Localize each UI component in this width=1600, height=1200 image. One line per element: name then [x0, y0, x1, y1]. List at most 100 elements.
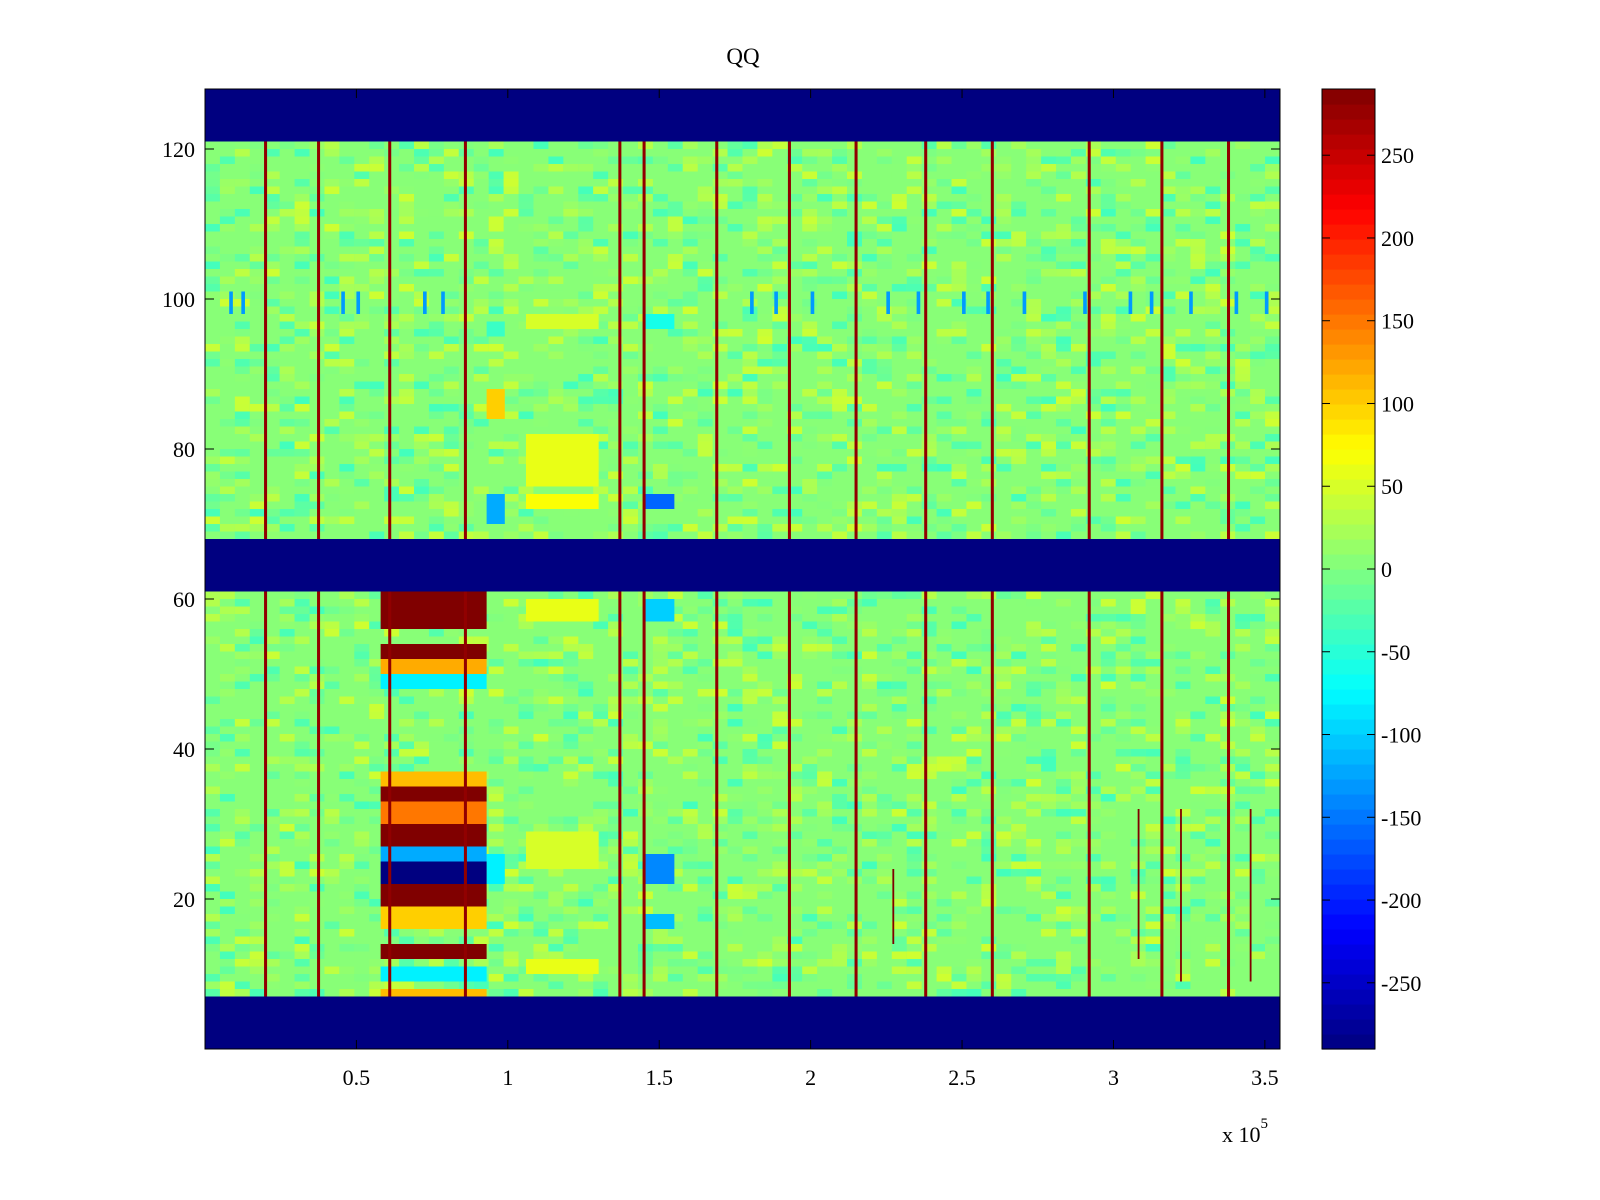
heatmap-cell: [1265, 224, 1280, 232]
heatmap-cell: [1115, 321, 1131, 329]
heatmap-cell: [996, 786, 1012, 794]
heatmap-cell: [1085, 614, 1101, 622]
heatmap-cell: [1056, 809, 1071, 817]
heatmap-cell: [1175, 914, 1191, 922]
heatmap-cell: [1205, 381, 1221, 389]
heatmap-cell: [1056, 306, 1071, 314]
heatmap-cell: [249, 314, 265, 322]
heatmap-cell: [697, 389, 713, 397]
heatmap-cell: [787, 516, 803, 524]
colorbar-segment: [1322, 839, 1375, 855]
heatmap-cell: [921, 944, 937, 952]
heatmap-cell: [727, 704, 743, 712]
heatmap-cell: [488, 756, 504, 764]
heatmap-cell: [1070, 929, 1086, 937]
colorbar-tick-label: 50: [1381, 474, 1403, 499]
heatmap-cell: [891, 224, 907, 232]
heatmap-cell: [996, 636, 1012, 644]
heatmap-cell: [1175, 666, 1191, 674]
heatmap-cell: [1100, 966, 1116, 974]
heatmap-cell: [1205, 786, 1221, 794]
heatmap-cell: [219, 254, 235, 262]
heatmap-cell: [1026, 809, 1042, 817]
heatmap-cell: [861, 801, 877, 809]
heatmap-cell: [369, 689, 385, 697]
heatmap-cell: [593, 441, 609, 449]
heatmap-cell: [787, 314, 803, 322]
heatmap-cell: [1190, 441, 1206, 449]
heatmap-cell: [1205, 284, 1221, 292]
heatmap-cell: [891, 951, 907, 959]
heatmap-cell: [205, 786, 220, 794]
heatmap-cell: [802, 779, 818, 787]
heatmap-cell: [951, 524, 967, 532]
heatmap-cell: [205, 501, 220, 509]
heatmap-cell: [1056, 171, 1071, 179]
heatmap-cell: [1190, 711, 1206, 719]
heatmap-cell: [473, 636, 489, 644]
heatmap-cell: [608, 824, 624, 832]
heatmap-cell: [787, 884, 803, 892]
heatmap-cell: [787, 936, 803, 944]
heatmap-cell: [369, 531, 385, 539]
heatmap-cell: [563, 914, 579, 922]
heatmap-cell: [652, 726, 668, 734]
heatmap-cell: [891, 899, 907, 907]
colorbar-segment: [1322, 794, 1375, 810]
heatmap-cell: [742, 749, 758, 757]
heatmap-cell: [966, 501, 982, 509]
heatmap-cell: [1175, 944, 1191, 952]
heatmap-cell: [503, 179, 519, 187]
heatmap-cell: [309, 186, 325, 194]
heatmap-cell: [264, 216, 280, 224]
heatmap-cell: [1265, 419, 1280, 427]
heatmap-cell: [354, 599, 370, 607]
heatmap-cell: [354, 179, 370, 187]
y-tick-label: 40: [173, 737, 195, 762]
heatmap-cell: [414, 156, 429, 164]
heatmap-cell: [1026, 599, 1042, 607]
heatmap-cell: [936, 419, 952, 427]
heatmap-cell: [817, 959, 833, 967]
heatmap-cell: [1011, 321, 1027, 329]
heatmap-cell: [384, 329, 400, 337]
heatmap-cell: [1190, 239, 1206, 247]
heatmap-cell: [1085, 846, 1101, 854]
heatmap-cell: [1070, 771, 1086, 779]
heatmap-cell: [996, 951, 1012, 959]
heatmap-cell: [966, 261, 982, 269]
heatmap-cell: [249, 434, 265, 442]
heatmap-cell: [548, 936, 564, 944]
heatmap-cell: [324, 329, 340, 337]
heatmap-cell: [1250, 711, 1266, 719]
heatmap-cell: [951, 749, 967, 757]
heatmap-cell: [832, 531, 848, 539]
heatmap-cell: [772, 464, 788, 472]
heatmap-cell: [1265, 201, 1280, 209]
heatmap-cell: [906, 801, 922, 809]
heatmap-cell: [294, 479, 310, 487]
heatmap-cell: [891, 711, 907, 719]
heatmap-cell: [787, 689, 803, 697]
heatmap-cell: [847, 621, 862, 629]
heatmap-cell: [234, 374, 250, 382]
heatmap-cell: [1265, 336, 1280, 344]
colorbar-segment: [1322, 779, 1375, 795]
heatmap-cell: [727, 906, 743, 914]
heatmap-cell: [384, 314, 400, 322]
heatmap-cell: [1205, 434, 1221, 442]
heatmap-cell: [518, 929, 534, 937]
heatmap-cell: [906, 869, 922, 877]
heatmap-cell: [1100, 149, 1116, 157]
heatmap-cell: [593, 906, 609, 914]
heatmap-cell: [548, 636, 564, 644]
heatmap-cell: [339, 314, 355, 322]
heatmap-cell: [667, 479, 683, 487]
heatmap-cell: [593, 846, 609, 854]
heatmap-cell: [712, 614, 728, 622]
heatmap-cell: [1041, 509, 1057, 517]
heatmap-cell: [518, 906, 534, 914]
heatmap-cell: [339, 794, 355, 802]
heatmap-cell: [712, 149, 728, 157]
heatmap-cell: [354, 734, 370, 742]
